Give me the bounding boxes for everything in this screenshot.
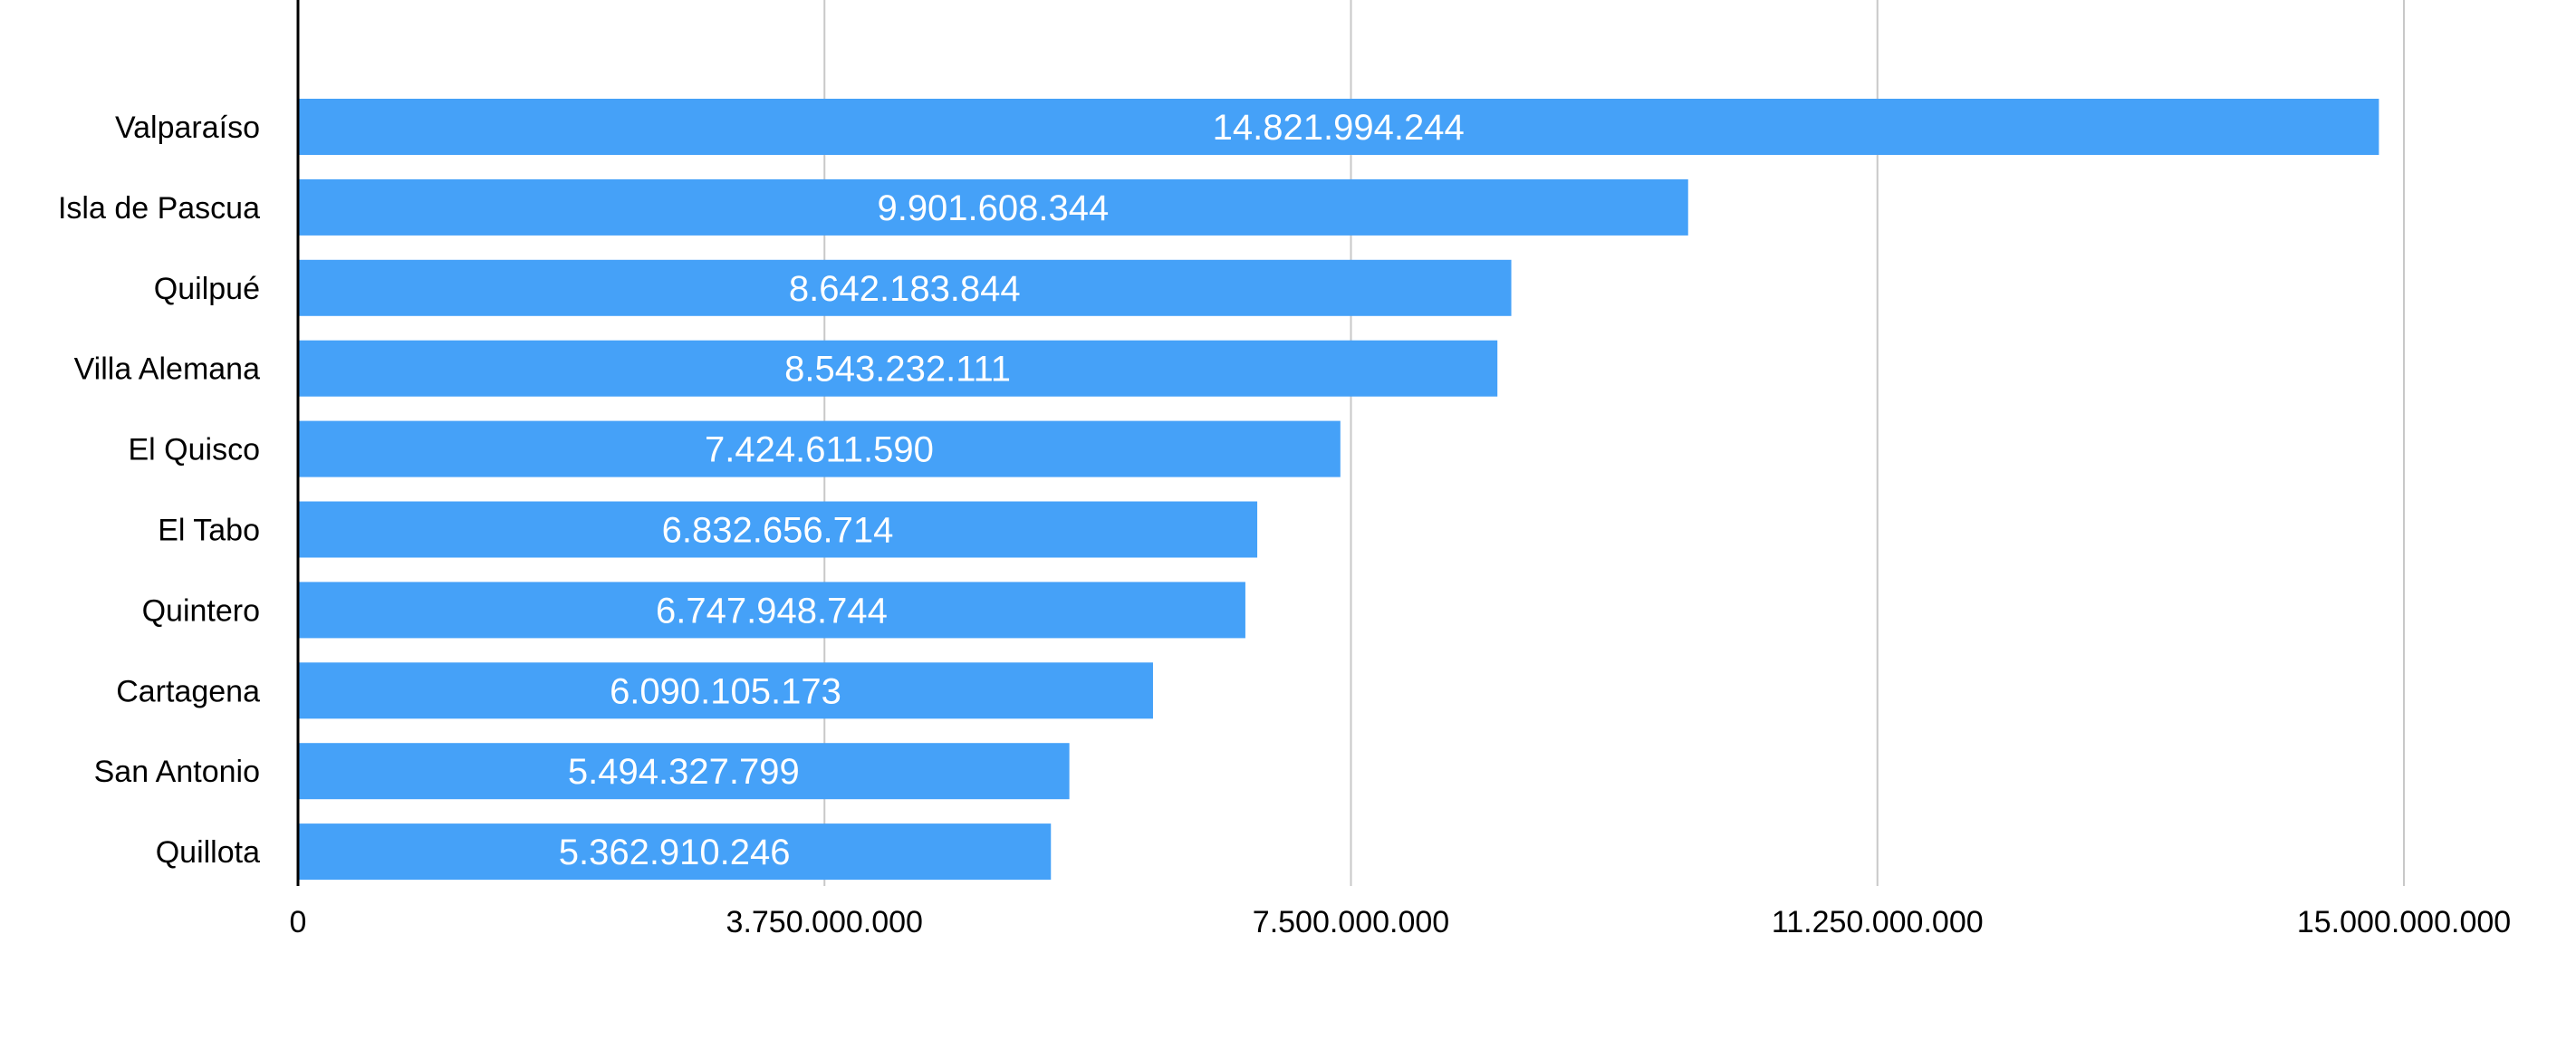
category-labels: Valparaíso Isla de Pascua Quilpué Villa Ale…	[58, 111, 260, 870]
bar	[298, 259, 1512, 316]
category-label: Quillota	[156, 835, 260, 870]
data-labels: 14.821.994.244 9.901.608.344 8.642.183.844…	[559, 108, 1465, 872]
bar	[298, 420, 1341, 477]
bar-value-label: 8.642.183.844	[789, 269, 1021, 309]
bar-value-label: 5.362.910.246	[559, 833, 791, 872]
x-tick-label: 15.000.000.000	[2297, 905, 2511, 939]
x-tick-label: 11.250.000.000	[1772, 905, 1984, 939]
category-label: Valparaíso	[115, 111, 260, 145]
category-label: Quintero	[142, 593, 260, 628]
bar	[298, 99, 2379, 155]
bar-value-label: 7.424.611.590	[705, 430, 934, 470]
bar	[298, 501, 1258, 558]
category-label: El Quisco	[129, 433, 261, 467]
bar	[298, 178, 1688, 236]
category-label: El Tabo	[158, 514, 260, 548]
bar-value-label: 5.494.327.799	[568, 752, 800, 792]
bar	[298, 662, 1153, 719]
category-label: San Antonio	[94, 755, 260, 789]
x-axis-tick-labels: 0 3.750.000.000 7.500.000.000 11.250.000.00…	[290, 905, 2512, 939]
bar-value-label: 6.832.656.714	[662, 511, 894, 551]
bar-value-label: 6.747.948.744	[656, 591, 888, 631]
bar-value-label: 8.543.232.111	[784, 350, 1011, 390]
bars	[298, 99, 2379, 881]
bar	[298, 743, 1070, 800]
bar-value-label: 14.821.994.244	[1213, 108, 1465, 148]
bar	[298, 823, 1052, 881]
x-tick-label: 7.500.000.000	[1253, 905, 1449, 939]
bar-value-label: 9.901.608.344	[877, 188, 1109, 228]
category-label: Isla de Pascua	[58, 191, 260, 226]
category-label: Villa Alemana	[74, 352, 260, 387]
category-label: Cartagena	[116, 674, 260, 708]
x-tick-label: 3.750.000.000	[726, 905, 923, 939]
bar	[298, 340, 1498, 397]
category-label: Quilpué	[154, 272, 260, 306]
x-tick-label: 0	[290, 905, 307, 939]
bar	[298, 582, 1245, 639]
bar-value-label: 6.090.105.173	[610, 671, 841, 711]
